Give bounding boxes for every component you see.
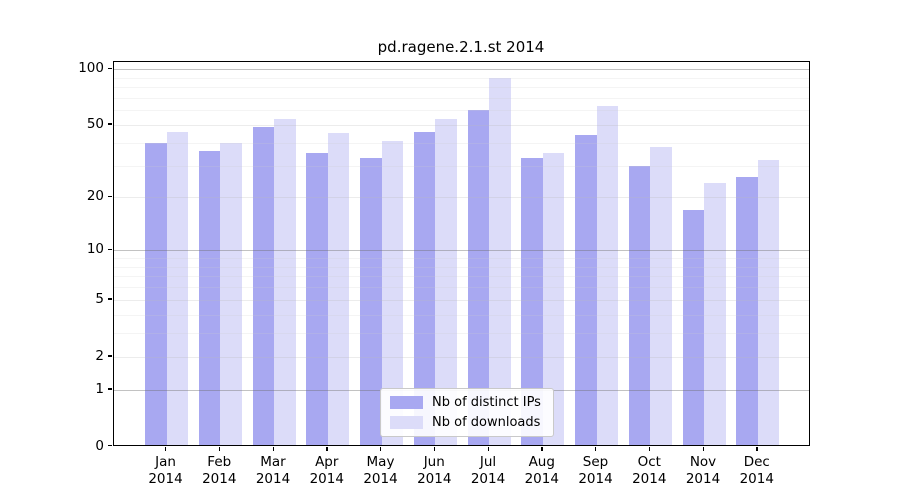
x-tick-mark bbox=[272, 446, 274, 451]
bar-jul-distinct-ips bbox=[467, 110, 489, 446]
bar-nov-downloads bbox=[704, 183, 726, 446]
y-tick-label: 50 bbox=[86, 115, 104, 132]
plot-area bbox=[113, 61, 810, 446]
gridline-minor bbox=[114, 97, 809, 99]
gridline-minor bbox=[114, 314, 809, 316]
bar-apr-distinct-ips bbox=[306, 153, 328, 446]
y-tick-mark bbox=[108, 298, 112, 300]
gridline-major bbox=[114, 250, 809, 252]
x-tick-mark bbox=[218, 446, 221, 451]
bar-sep-distinct-ips bbox=[575, 135, 597, 446]
x-tick-mark bbox=[541, 446, 543, 451]
y-tick-mark bbox=[108, 355, 112, 357]
gridline-minor bbox=[114, 142, 809, 144]
x-tick-mark bbox=[165, 446, 167, 451]
y-tick-label: 0 bbox=[95, 437, 104, 454]
bar-apr-downloads bbox=[327, 133, 350, 446]
bar-oct-downloads bbox=[650, 146, 672, 446]
y-tick-label: 2 bbox=[95, 347, 104, 364]
x-tick-label: Oct 2014 bbox=[632, 453, 667, 487]
x-tick-label: Jul 2014 bbox=[470, 453, 506, 487]
x-tick-mark bbox=[648, 446, 651, 451]
y-tick-mark bbox=[108, 195, 112, 198]
gridline-major bbox=[114, 124, 809, 126]
legend-item-downloads: Nb of downloads bbox=[390, 415, 541, 430]
x-tick-label: Nov 2014 bbox=[685, 453, 721, 487]
x-tick-label: Sep 2014 bbox=[578, 453, 613, 487]
y-tick-label: 1 bbox=[95, 380, 104, 397]
legend-swatch-distinct-ips bbox=[390, 396, 423, 409]
y-tick-label: 100 bbox=[78, 60, 104, 76]
x-tick-label: Jan 2014 bbox=[148, 453, 183, 487]
gridline-major bbox=[114, 356, 809, 358]
x-tick-mark bbox=[756, 446, 758, 451]
y-tick-label: 10 bbox=[86, 241, 104, 258]
y-tick-mark bbox=[108, 67, 112, 69]
gridline-minor bbox=[114, 276, 809, 278]
gridline-major bbox=[114, 197, 809, 199]
gridline-major bbox=[114, 299, 809, 301]
gridline-minor bbox=[114, 165, 809, 167]
y-tick-label: 20 bbox=[86, 188, 104, 205]
gridline-minor bbox=[114, 77, 809, 79]
gridline-minor bbox=[114, 110, 809, 112]
bar-mar-downloads bbox=[274, 118, 296, 446]
x-tick-label: Aug 2014 bbox=[524, 453, 559, 487]
bar-dec-downloads bbox=[757, 160, 780, 446]
x-tick-mark bbox=[380, 446, 382, 451]
x-tick-label: Jun 2014 bbox=[417, 453, 452, 487]
y-tick-mark bbox=[108, 388, 112, 390]
bar-dec-distinct-ips bbox=[736, 176, 758, 446]
bar-jun-downloads bbox=[435, 118, 457, 446]
gridline-minor bbox=[114, 258, 809, 260]
bar-may-downloads bbox=[381, 140, 403, 446]
legend: Nb of distinct IPs Nb of downloads bbox=[380, 388, 554, 437]
gridline-major bbox=[114, 69, 809, 70]
y-tick-mark bbox=[108, 123, 112, 125]
x-tick-mark bbox=[433, 446, 436, 451]
x-tick-label: May 2014 bbox=[363, 453, 398, 487]
legend-label-distinct-ips: Nb of distinct IPs bbox=[432, 395, 541, 410]
bar-jul-downloads bbox=[489, 78, 511, 446]
y-tick-mark bbox=[108, 445, 112, 447]
bar-feb-distinct-ips bbox=[198, 151, 221, 446]
gridline-minor bbox=[114, 266, 809, 268]
x-tick-mark bbox=[326, 446, 328, 451]
y-tick-label: 5 bbox=[95, 290, 104, 307]
x-tick-mark bbox=[702, 446, 704, 451]
bar-aug-downloads bbox=[542, 153, 565, 446]
legend-item-distinct-ips: Nb of distinct IPs bbox=[390, 395, 541, 410]
bar-jun-distinct-ips bbox=[413, 131, 436, 446]
y-tick-mark bbox=[108, 248, 112, 251]
x-tick-label: Mar 2014 bbox=[255, 453, 291, 487]
x-tick-label: Feb 2014 bbox=[202, 453, 237, 487]
bar-jan-distinct-ips bbox=[145, 142, 167, 446]
x-tick-mark bbox=[595, 446, 597, 451]
legend-swatch-downloads bbox=[390, 416, 423, 429]
gridline-minor bbox=[114, 87, 809, 89]
x-tick-mark bbox=[487, 446, 489, 451]
bar-feb-downloads bbox=[220, 142, 242, 446]
bar-aug-distinct-ips bbox=[521, 158, 543, 446]
x-tick-label: Dec 2014 bbox=[739, 453, 774, 487]
bar-mar-distinct-ips bbox=[252, 126, 274, 446]
bar-jan-downloads bbox=[166, 131, 188, 446]
legend-label-downloads: Nb of downloads bbox=[432, 415, 541, 430]
bar-oct-distinct-ips bbox=[628, 165, 651, 446]
gridline-minor bbox=[114, 287, 809, 289]
bar-sep-downloads bbox=[596, 106, 618, 446]
x-tick-label: Apr 2014 bbox=[309, 453, 344, 487]
chart-title: pd.ragene.2.1.st 2014 bbox=[377, 38, 545, 56]
bar-nov-distinct-ips bbox=[682, 210, 704, 446]
gridline-minor bbox=[114, 333, 809, 335]
bar-may-distinct-ips bbox=[360, 158, 382, 446]
